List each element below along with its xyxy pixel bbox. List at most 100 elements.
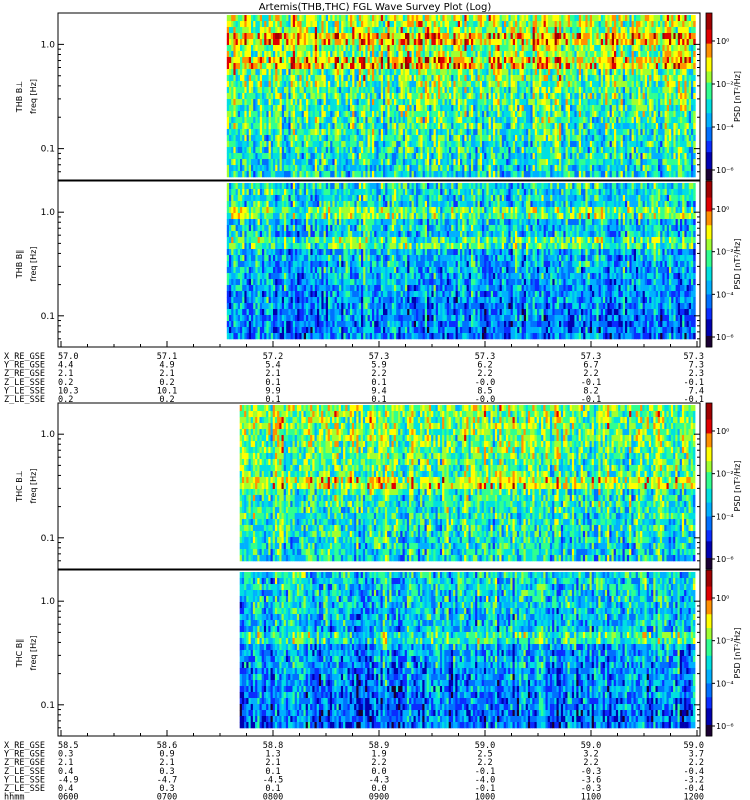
heatmap-cell bbox=[629, 87, 632, 93]
heatmap-cell bbox=[612, 39, 615, 45]
heatmap-cell bbox=[319, 45, 322, 51]
heatmap-cell bbox=[493, 27, 496, 33]
heatmap-cell bbox=[414, 129, 417, 135]
heatmap-cell bbox=[583, 63, 586, 69]
heatmap-cell bbox=[456, 123, 459, 129]
heatmap-cell bbox=[605, 123, 608, 129]
heatmap-cell bbox=[537, 69, 540, 75]
heatmap-cell bbox=[262, 129, 265, 135]
heatmap-cell bbox=[449, 63, 452, 69]
heatmap-cell bbox=[528, 135, 531, 141]
heatmap-cell bbox=[361, 33, 364, 39]
heatmap-cell bbox=[354, 21, 357, 27]
heatmap-cell bbox=[387, 105, 390, 111]
heatmap-cell bbox=[288, 153, 291, 159]
heatmap-cell bbox=[418, 27, 421, 33]
heatmap-cell bbox=[583, 75, 586, 81]
heatmap-cell bbox=[603, 63, 606, 69]
heatmap-cell bbox=[616, 147, 619, 153]
heatmap-cell bbox=[341, 105, 344, 111]
heatmap-cell bbox=[480, 75, 483, 81]
heatmap-cell bbox=[251, 87, 254, 93]
heatmap-cell bbox=[574, 33, 577, 39]
heatmap-cell bbox=[548, 129, 551, 135]
heatmap-cell bbox=[533, 141, 536, 147]
heatmap-cell bbox=[368, 33, 371, 39]
heatmap-cell bbox=[313, 105, 316, 111]
heatmap-cell bbox=[229, 153, 232, 159]
heatmap-cell bbox=[500, 165, 503, 171]
heatmap-cell bbox=[255, 39, 258, 45]
heatmap-cell bbox=[280, 75, 283, 81]
heatmap-cell bbox=[530, 117, 533, 123]
heatmap-cell bbox=[618, 81, 621, 87]
heatmap-cell bbox=[458, 75, 461, 81]
heatmap-cell bbox=[405, 45, 408, 51]
heatmap-cell bbox=[297, 69, 300, 75]
heatmap-cell bbox=[255, 51, 258, 57]
heatmap-cell bbox=[440, 21, 443, 27]
heatmap-cell bbox=[288, 51, 291, 57]
heatmap-cell bbox=[372, 111, 375, 117]
heatmap-cell bbox=[326, 21, 329, 27]
heatmap-cell bbox=[596, 153, 599, 159]
heatmap-cell bbox=[273, 129, 276, 135]
heatmap-cell bbox=[324, 99, 327, 105]
heatmap-cell bbox=[610, 105, 613, 111]
heatmap-cell bbox=[317, 63, 320, 69]
heatmap-cell bbox=[515, 141, 518, 147]
heatmap-cell bbox=[451, 87, 454, 93]
heatmap-cell bbox=[317, 135, 320, 141]
heatmap-cell bbox=[361, 159, 364, 165]
heatmap-cell bbox=[478, 93, 481, 99]
heatmap-cell bbox=[610, 153, 613, 159]
heatmap-cell bbox=[539, 135, 542, 141]
heatmap-cell bbox=[266, 105, 269, 111]
heatmap-cell bbox=[227, 99, 230, 105]
heatmap-cell bbox=[244, 171, 247, 177]
heatmap-cell bbox=[409, 153, 412, 159]
heatmap-cell bbox=[376, 147, 379, 153]
heatmap-cell bbox=[552, 57, 555, 63]
heatmap-cell bbox=[451, 27, 454, 33]
heatmap-cell bbox=[280, 165, 283, 171]
heatmap-cell bbox=[412, 87, 415, 93]
heatmap-cell bbox=[229, 39, 232, 45]
heatmap-cell bbox=[493, 165, 496, 171]
heatmap-cell bbox=[249, 33, 252, 39]
heatmap-cell bbox=[295, 129, 298, 135]
heatmap-cell bbox=[445, 45, 448, 51]
heatmap-cell bbox=[434, 51, 437, 57]
heatmap-cell bbox=[504, 105, 507, 111]
heatmap-cell bbox=[489, 27, 492, 33]
heatmap-cell bbox=[623, 93, 626, 99]
heatmap-cell bbox=[425, 57, 428, 63]
heatmap-cell bbox=[247, 69, 250, 75]
heatmap-cell bbox=[513, 33, 516, 39]
heatmap-cell bbox=[324, 69, 327, 75]
heatmap-cell bbox=[480, 57, 483, 63]
heatmap-cell bbox=[337, 69, 340, 75]
heatmap-cell bbox=[427, 111, 430, 117]
heatmap-cell bbox=[332, 129, 335, 135]
heatmap-cell bbox=[623, 99, 626, 105]
heatmap-cell bbox=[280, 27, 283, 33]
heatmap-cell bbox=[427, 159, 430, 165]
heatmap-cell bbox=[511, 165, 513, 171]
heatmap-cell bbox=[326, 75, 329, 81]
heatmap-cell bbox=[339, 99, 342, 105]
heatmap-cell bbox=[376, 153, 379, 159]
heatmap-cell bbox=[387, 141, 390, 147]
heatmap-cell bbox=[401, 165, 404, 171]
heatmap-cell bbox=[396, 141, 399, 147]
heatmap-cell bbox=[577, 171, 580, 177]
heatmap-cell bbox=[436, 57, 439, 63]
heatmap-cell bbox=[629, 51, 632, 57]
heatmap-cell bbox=[618, 99, 621, 105]
heatmap-cell bbox=[365, 171, 368, 177]
heatmap-cell bbox=[544, 171, 547, 177]
heatmap-cell bbox=[453, 147, 456, 153]
heatmap-cell bbox=[339, 93, 342, 99]
heatmap-cell bbox=[438, 81, 441, 87]
heatmap-cell bbox=[431, 39, 434, 45]
